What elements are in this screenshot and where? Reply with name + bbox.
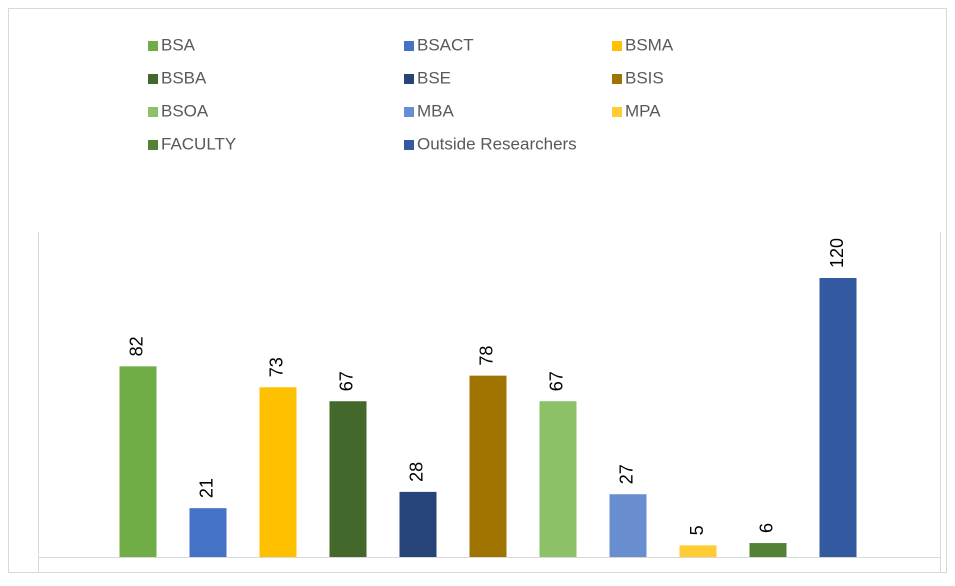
legend-swatch bbox=[404, 41, 414, 51]
data-label: 28 bbox=[407, 462, 427, 482]
legend-swatch bbox=[404, 140, 414, 150]
legend-label: BSACT bbox=[417, 35, 474, 54]
bar bbox=[819, 278, 857, 557]
data-label: 67 bbox=[547, 371, 567, 391]
legend-label: MBA bbox=[417, 101, 455, 120]
bar bbox=[399, 491, 437, 557]
data-label: 5 bbox=[687, 525, 707, 535]
bar bbox=[259, 387, 297, 557]
legend-label: FACULTY bbox=[161, 134, 236, 153]
legend-swatch bbox=[404, 107, 414, 117]
data-label: 6 bbox=[757, 523, 777, 533]
data-label: 78 bbox=[477, 346, 497, 366]
data-label: 73 bbox=[267, 357, 287, 377]
legend-label: BSA bbox=[161, 35, 196, 54]
legend-label: BSBA bbox=[161, 68, 207, 87]
legend-swatch bbox=[612, 41, 622, 51]
legend-swatch bbox=[148, 107, 158, 117]
legend-swatch bbox=[612, 107, 622, 117]
data-label: 21 bbox=[197, 478, 217, 498]
data-label: 27 bbox=[617, 464, 637, 484]
legend-swatch bbox=[148, 74, 158, 84]
data-label: 67 bbox=[337, 371, 357, 391]
bar bbox=[329, 401, 367, 557]
bar bbox=[189, 508, 227, 557]
bar bbox=[679, 545, 717, 557]
legend-swatch bbox=[148, 41, 158, 51]
legend-label: BSOA bbox=[161, 101, 209, 120]
legend-label: BSIS bbox=[625, 68, 664, 87]
bar bbox=[749, 543, 787, 557]
legend-label: MPA bbox=[625, 101, 661, 120]
legend-label: BSMA bbox=[625, 35, 674, 54]
legend-swatch bbox=[612, 74, 622, 84]
legend-label: Outside Researchers bbox=[417, 134, 577, 153]
data-label: 120 bbox=[827, 238, 847, 268]
bar bbox=[539, 401, 577, 557]
legend-swatch bbox=[148, 140, 158, 150]
legend-label: BSE bbox=[417, 68, 451, 87]
bar bbox=[609, 494, 647, 557]
bar bbox=[469, 375, 507, 557]
bar bbox=[119, 366, 157, 557]
data-label: 82 bbox=[127, 336, 147, 356]
legend-swatch bbox=[404, 74, 414, 84]
